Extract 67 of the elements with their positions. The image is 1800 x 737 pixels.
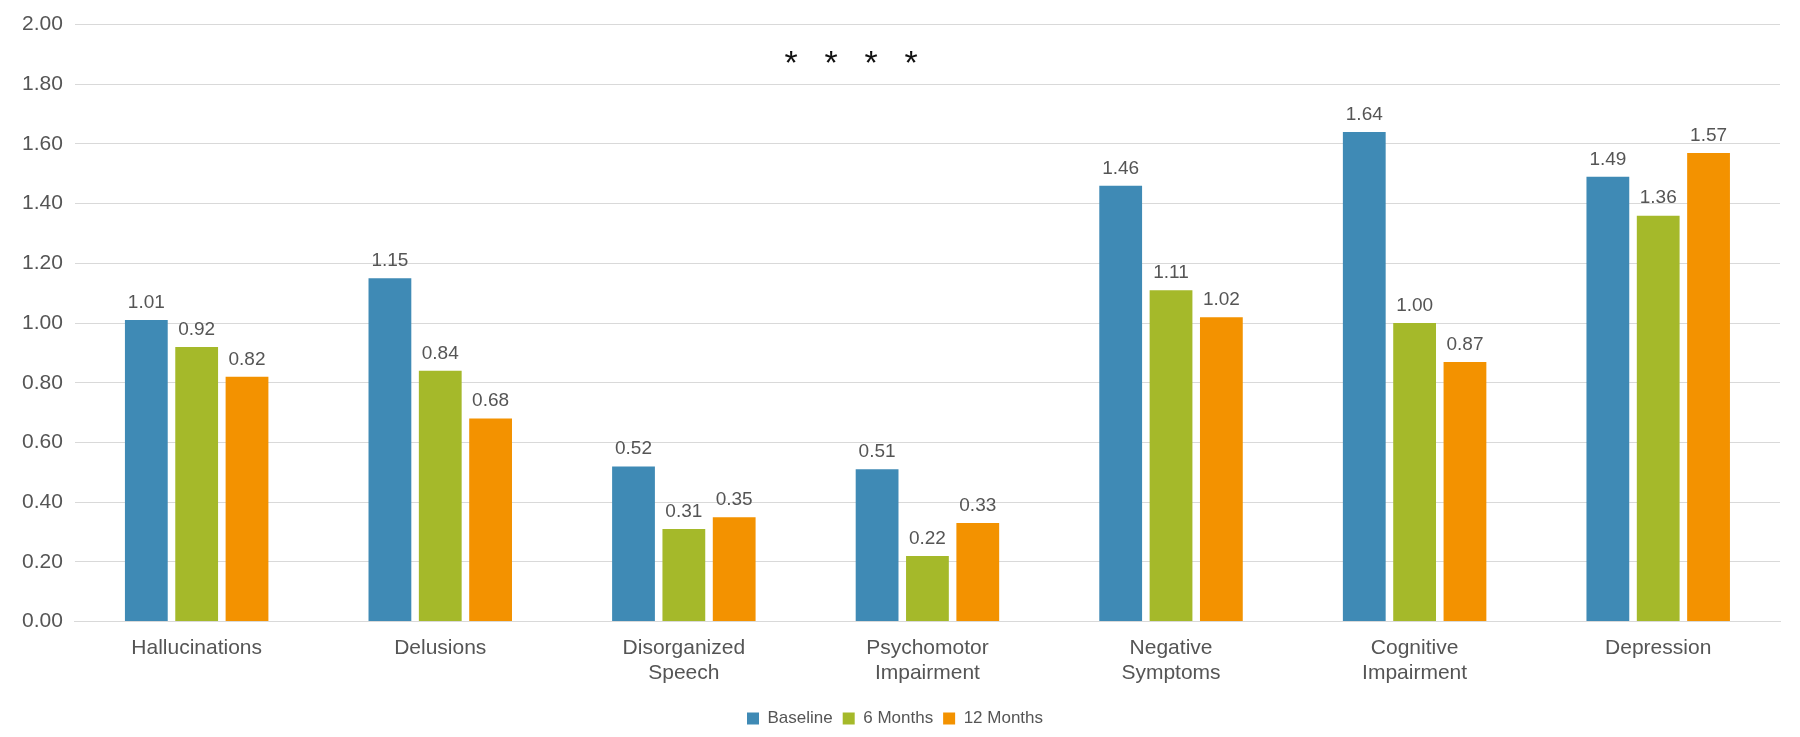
x-tick-label: Negative Symptoms: [1121, 635, 1221, 684]
annotation: *: [864, 42, 878, 81]
bar: [124, 320, 168, 622]
data-label: 1.36: [1639, 186, 1677, 208]
x-tick-label: Disorganized Speech: [622, 635, 746, 684]
bar: [1099, 185, 1143, 622]
bar: [1199, 317, 1243, 622]
data-label: 0.84: [421, 341, 460, 363]
x-tick-label: Hallucinations: [131, 635, 263, 658]
bar: [1443, 361, 1487, 622]
data-label: 0.52: [615, 437, 652, 459]
bar: [1393, 323, 1437, 622]
bar: [1687, 152, 1730, 622]
data-label: 0.68: [472, 389, 510, 411]
y-tick-label: 0.40: [22, 489, 63, 512]
x-tick-label: Psychomotor Impairment: [866, 635, 989, 684]
bar: [712, 517, 756, 622]
y-tick-label: 0.60: [22, 429, 63, 453]
annotation: *: [904, 42, 918, 81]
bar: [1342, 132, 1386, 622]
y-tick-label: 1.60: [22, 130, 63, 154]
legend-label: Baseline: [767, 708, 833, 728]
bar: [612, 466, 655, 622]
annotation: *: [824, 42, 838, 81]
data-label: 0.92: [178, 317, 216, 339]
data-label: 0.87: [1446, 332, 1484, 354]
bar: [1149, 290, 1193, 622]
y-tick-label: 1.00: [22, 309, 63, 333]
bar: [956, 523, 1000, 622]
data-label: 0.31: [665, 499, 703, 521]
y-tick-label: 1.20: [22, 250, 63, 274]
x-tick-label: Cognitive Impairment: [1362, 635, 1468, 684]
data-label: 1.01: [127, 290, 165, 312]
data-label: 0.22: [908, 526, 946, 548]
x-tick-label: Depression: [1605, 635, 1712, 658]
bar: [1636, 215, 1680, 622]
y-tick-label: 0.00: [22, 608, 63, 632]
data-label: 0.82: [228, 347, 266, 369]
legend-label: 12 Months: [963, 708, 1044, 728]
data-label: 1.46: [1102, 156, 1140, 178]
data-label: 1.00: [1396, 293, 1434, 315]
x-tick-label: Delusions: [394, 635, 487, 658]
data-label: 1.15: [371, 249, 409, 271]
bar: [662, 529, 706, 622]
y-tick-label: 0.80: [22, 369, 63, 393]
data-label: 1.49: [1589, 147, 1627, 169]
bar: [175, 346, 219, 622]
y-tick-label: 2.00: [22, 11, 63, 35]
bar: [225, 376, 269, 622]
data-label: 1.64: [1345, 102, 1384, 124]
bar: [469, 418, 512, 622]
data-label: 0.33: [959, 493, 997, 515]
y-tick-label: 1.80: [22, 71, 63, 95]
annotation: *: [784, 42, 798, 81]
data-label: 1.02: [1202, 287, 1240, 309]
bar: [368, 278, 412, 622]
data-label: 1.57: [1690, 123, 1728, 145]
bar: [906, 555, 949, 622]
bar: [1586, 176, 1630, 622]
data-label: 1.11: [1153, 261, 1189, 282]
bar: [418, 370, 462, 622]
y-tick-label: 0.20: [22, 548, 63, 572]
bar: [855, 469, 899, 622]
data-label: 0.35: [715, 487, 753, 509]
y-tick-label: 1.40: [22, 190, 63, 214]
legend-label: 6 Months: [863, 708, 934, 728]
data-label: 0.51: [858, 440, 896, 462]
